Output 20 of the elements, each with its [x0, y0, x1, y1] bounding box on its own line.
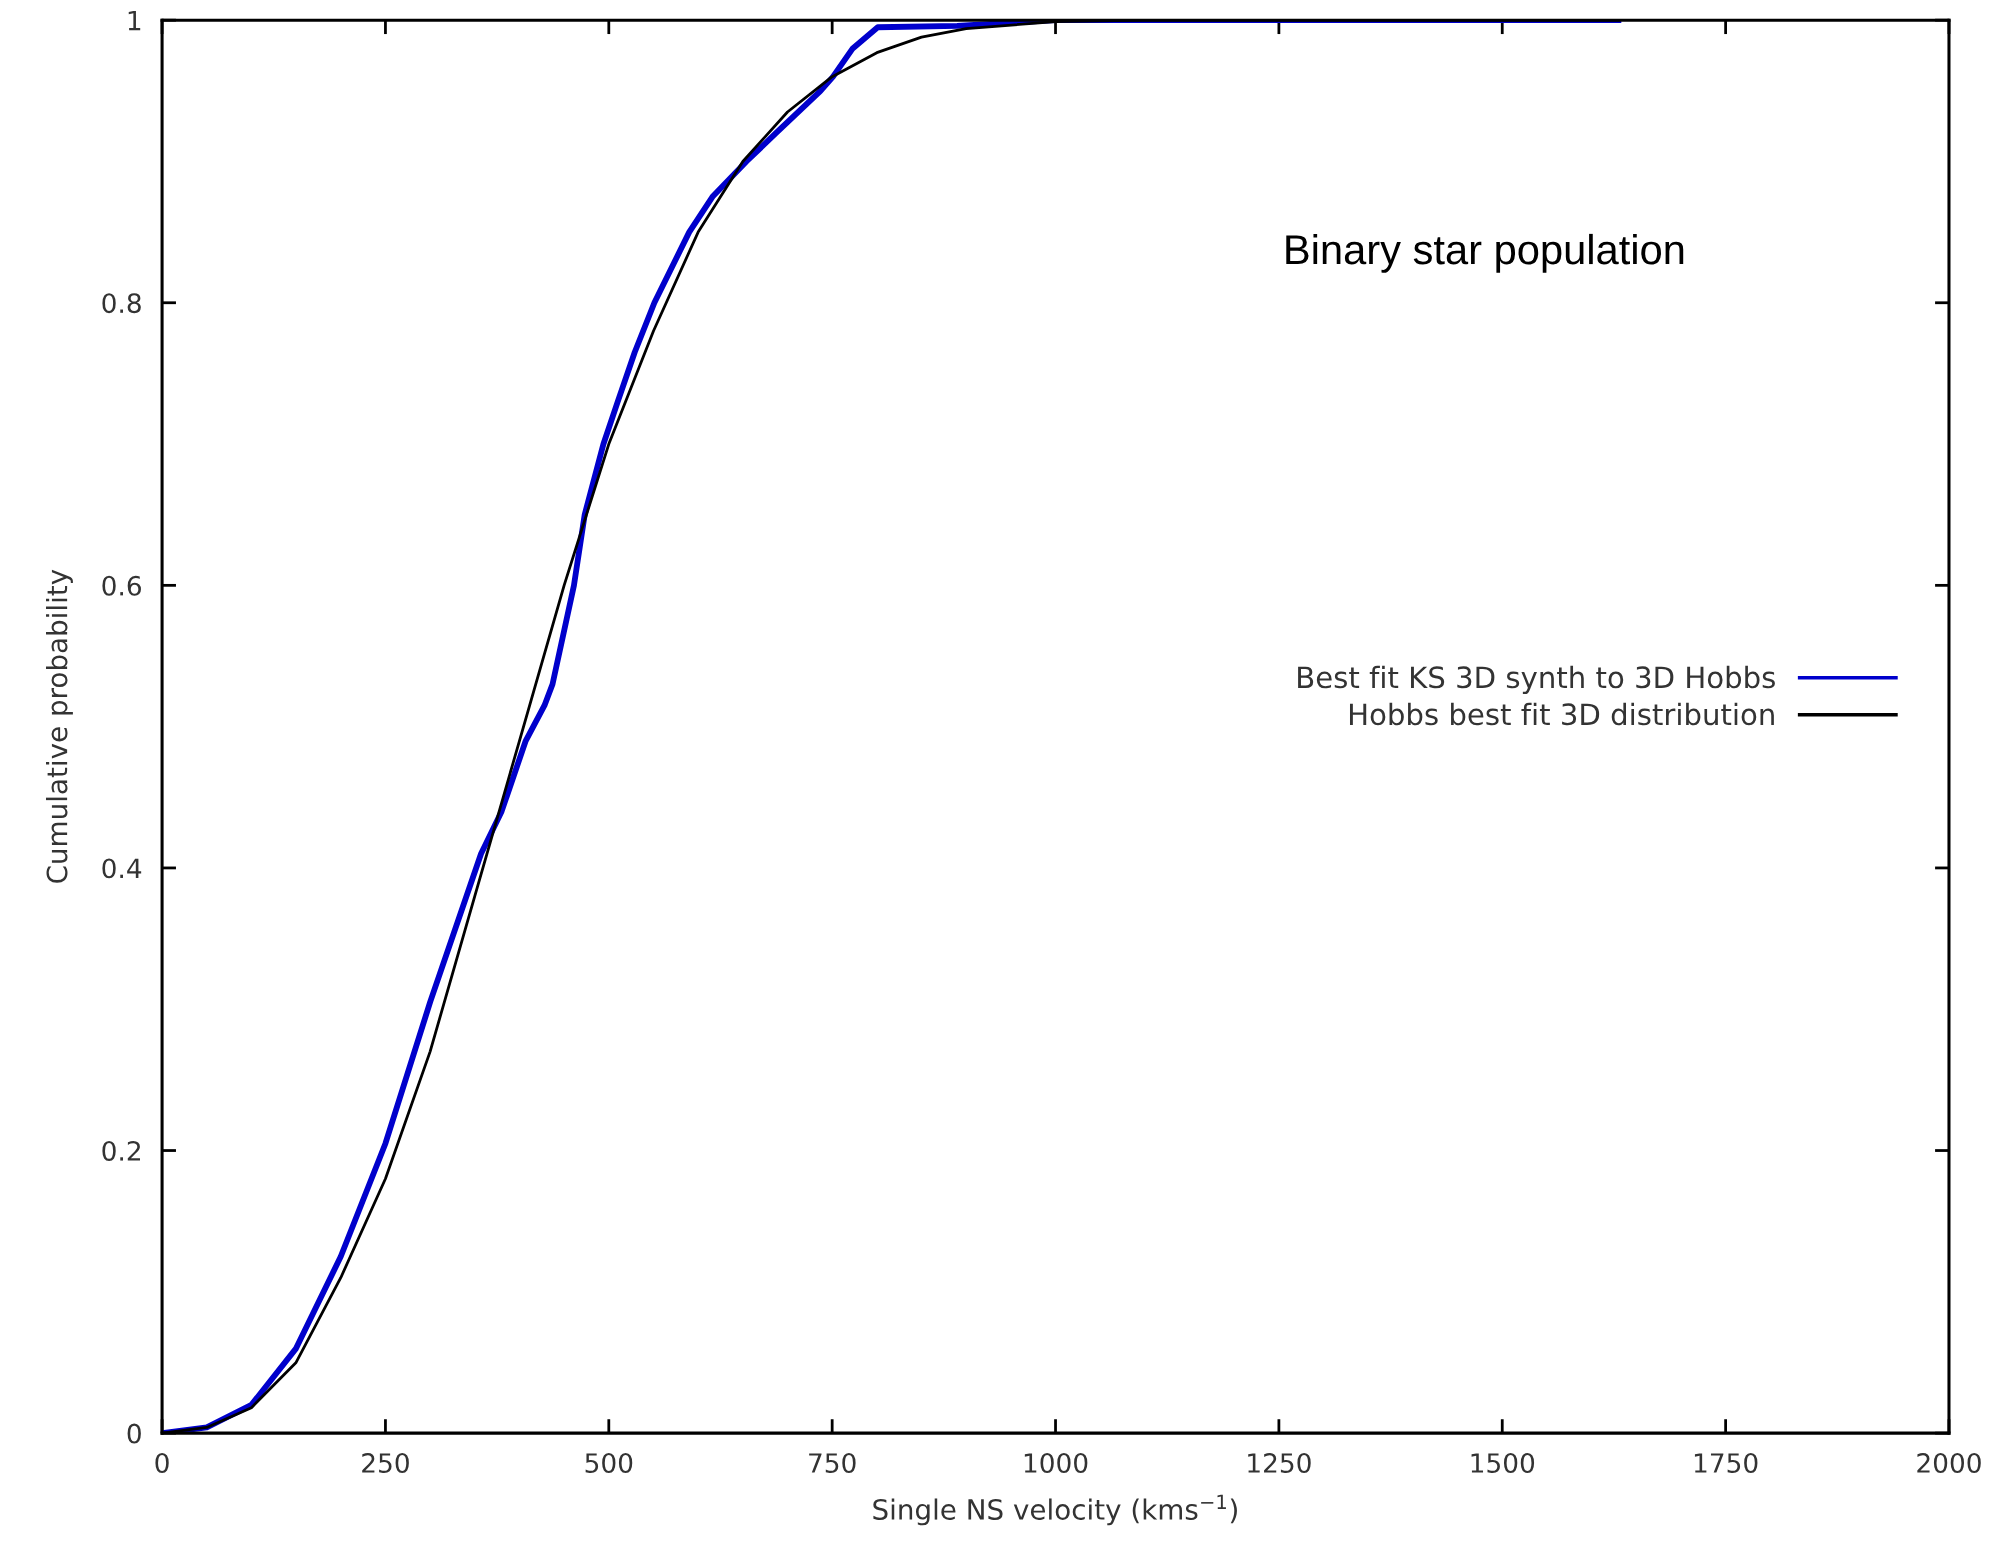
legend-label: Hobbs best fit 3D distribution [1349, 702, 1774, 726]
y-tick-label: 0.6 [102, 575, 141, 596]
x-tick-label: 1500 [1471, 1453, 1535, 1473]
annotation: Binary star population [1286, 233, 1684, 273]
x-tick-label: 2000 [1917, 1453, 1981, 1473]
y-tick-label: 0 [127, 1423, 141, 1444]
y-tick-label: 0.8 [102, 293, 141, 314]
x-tick-label: 750 [809, 1453, 856, 1473]
y-tick-label: 1 [128, 10, 141, 31]
x-tick-label: 1750 [1694, 1453, 1758, 1473]
y-tick-label: 0.4 [102, 858, 142, 879]
y-axis-title: Cumulative probability [46, 569, 73, 883]
legend-label: Best fit KS 3D synth to 3D Hobbs [1298, 665, 1775, 695]
x-tick-label: 1250 [1248, 1453, 1311, 1473]
x-tick-label: 0 [155, 1453, 169, 1473]
x-tick-label: 250 [362, 1453, 409, 1473]
x-tick-label: 500 [585, 1453, 633, 1473]
y-tick-label: 0.2 [102, 1140, 140, 1161]
x-tick-label: 1000 [1024, 1453, 1088, 1473]
x-axis-title: Single NS velocity (kms$^{−1}$) [873, 1494, 1237, 1526]
